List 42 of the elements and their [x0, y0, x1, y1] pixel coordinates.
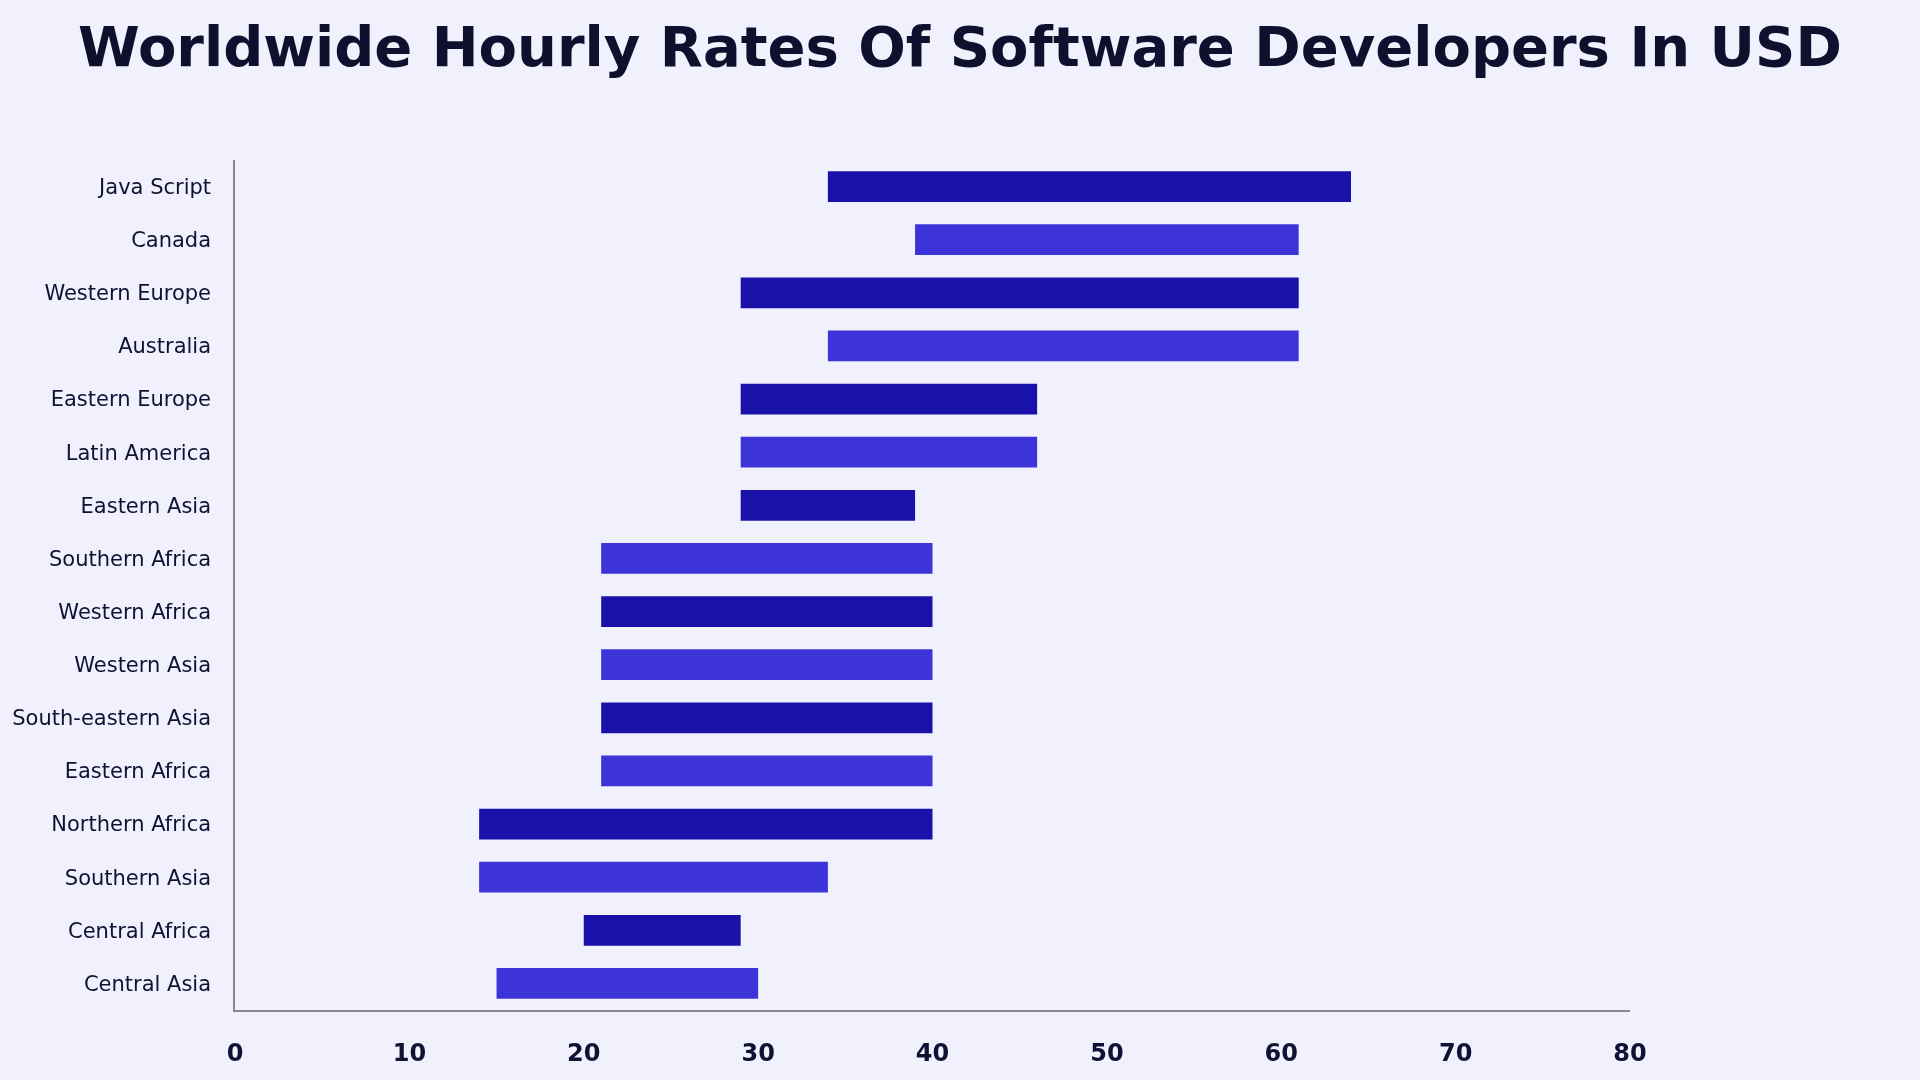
bar	[740, 489, 916, 521]
x-tick-label: 80	[1613, 1038, 1647, 1067]
bar	[827, 171, 1351, 202]
y-tick-label: Java Script	[97, 174, 212, 199]
bar	[740, 277, 1299, 309]
bar	[601, 649, 933, 681]
bar	[740, 436, 1038, 468]
bar	[601, 702, 933, 734]
y-tick-label: Eastern Asia	[80, 493, 212, 518]
y-tick-label: South-eastern Asia	[12, 706, 212, 731]
bar	[479, 861, 828, 893]
y-tick-label: Australia	[118, 334, 212, 359]
bar	[583, 914, 741, 946]
y-tick-label: Eastern Europe	[50, 387, 212, 412]
y-tick-label: Canada	[131, 228, 212, 253]
x-tick-label: 70	[1438, 1038, 1473, 1067]
y-tick-label: Northern Africa	[51, 812, 212, 837]
x-tick-label: 50	[1090, 1038, 1124, 1067]
y-tick-label: Central Africa	[68, 918, 212, 943]
y-tick-label: Western Asia	[74, 653, 212, 678]
y-tick-label: Southern Africa	[48, 546, 212, 571]
x-tick-label: 60	[1264, 1038, 1298, 1067]
x-tick-label: 20	[567, 1038, 601, 1067]
y-tick-label: Southern Asia	[64, 865, 212, 890]
bar	[915, 224, 1299, 256]
y-tick-label: Western Africa	[58, 599, 212, 624]
bar	[479, 808, 933, 840]
chart-title: Worldwide Hourly Rates Of Software Developers In USD	[78, 14, 1842, 80]
x-tick-label: 30	[741, 1038, 775, 1067]
bar	[601, 755, 933, 787]
y-tick-label: Western Europe	[44, 281, 212, 306]
y-tick-label: Eastern Africa	[64, 759, 212, 784]
bar	[740, 383, 1038, 415]
bar	[496, 968, 759, 999]
x-tick-label: 10	[392, 1038, 427, 1067]
y-tick-label: Latin America	[65, 440, 212, 465]
bar	[601, 543, 933, 574]
x-tick-label: 40	[915, 1038, 950, 1067]
bar	[601, 596, 933, 627]
x-tick-label: 0	[226, 1038, 244, 1067]
y-tick-label: Central Asia	[83, 971, 212, 996]
bar	[827, 330, 1299, 362]
